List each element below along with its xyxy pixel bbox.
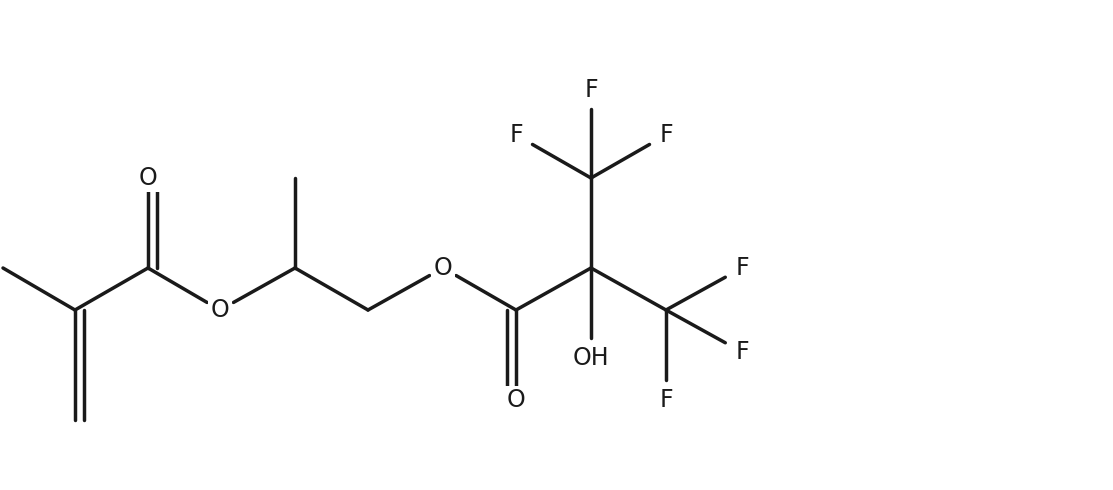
Text: F: F xyxy=(509,123,523,147)
Text: F: F xyxy=(736,256,749,280)
Text: F: F xyxy=(659,388,673,412)
Text: O: O xyxy=(506,388,525,412)
Text: F: F xyxy=(584,78,598,102)
Text: F: F xyxy=(736,340,749,364)
Text: OH: OH xyxy=(573,346,609,370)
Text: O: O xyxy=(210,298,229,322)
Text: O: O xyxy=(434,256,452,280)
Text: F: F xyxy=(659,123,673,147)
Text: O: O xyxy=(139,166,157,190)
